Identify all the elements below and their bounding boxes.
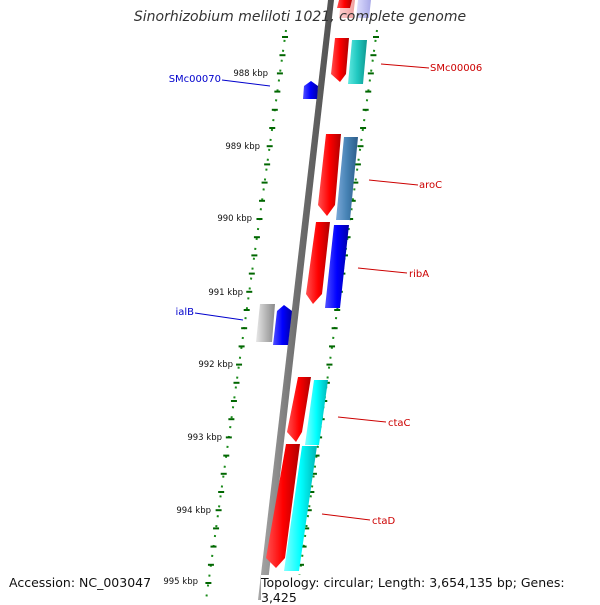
gene-feature-top-lavender[interactable] — [356, 0, 371, 18]
gene-label-ctac[interactable]: ctaC — [388, 418, 411, 429]
ruler-label-989: 989 kbp — [225, 142, 260, 152]
ruler-label-992: 992 kbp — [198, 360, 233, 370]
leader-ctac — [337, 416, 387, 423]
genome-backbone — [258, 0, 334, 600]
ruler-label-995: 995 kbp — [163, 577, 198, 587]
gene-feature-ctad-gene[interactable] — [284, 446, 317, 571]
gene-labels: SMc00006 aroC ribA ctaC ctaD SMc00070 ia… — [169, 63, 483, 527]
ruler-label-994: 994 kbp — [176, 506, 211, 516]
accession-text: Accession: NC_003047 — [9, 575, 152, 590]
gene-feature-smc00006-gene[interactable] — [348, 40, 367, 84]
leader-ialb — [194, 312, 244, 321]
gene-label-riba[interactable]: ribA — [409, 269, 429, 280]
gene-feature-ctad-cds[interactable] — [266, 444, 300, 568]
gene-feature-smc00070[interactable] — [303, 81, 318, 99]
genome-summary-text: Topology: circular; Length: 3,654,135 bp… — [261, 575, 600, 605]
gene-feature-ialb-gray[interactable] — [256, 304, 275, 342]
gene-label-smc00070[interactable]: SMc00070 — [169, 74, 221, 85]
gene-label-smc00006[interactable]: SMc00006 — [430, 63, 482, 74]
gene-feature-top-red[interactable] — [337, 0, 352, 8]
leader-ctad — [321, 513, 371, 521]
gene-feature-ctac-cds[interactable] — [287, 377, 311, 442]
gene-label-aroc[interactable]: aroC — [419, 180, 442, 191]
outer-guide-ring — [295, 29, 378, 601]
gene-feature-aroc-cds[interactable] — [318, 134, 341, 216]
gene-feature-riba-gene[interactable] — [325, 225, 349, 308]
ruler-label-991: 991 kbp — [208, 288, 243, 298]
ruler-label-993: 993 kbp — [187, 433, 222, 443]
leader-smc00070 — [221, 79, 271, 87]
label-leader-lines — [194, 63, 430, 521]
forward-strand-genes — [261, 0, 371, 600]
gene-feature-smc00006-cds[interactable] — [331, 38, 349, 82]
ruler-label-988: 988 kbp — [233, 69, 268, 79]
ruler-label-990: 990 kbp — [217, 214, 252, 224]
ruler: 988 kbp 989 kbp 990 kbp 991 kbp 992 kbp … — [163, 69, 268, 587]
gene-label-ialb[interactable]: ialB — [175, 307, 194, 318]
gene-feature-riba-cds[interactable] — [306, 222, 330, 304]
leader-aroc — [368, 179, 419, 186]
leader-riba — [357, 267, 408, 274]
gene-feature-ialb[interactable] — [273, 305, 292, 345]
gene-feature-ctac-gene[interactable] — [305, 380, 328, 445]
gene-label-ctad[interactable]: ctaD — [372, 516, 396, 527]
leader-smc00006 — [380, 63, 430, 69]
reverse-strand-genes — [256, 81, 318, 345]
map-title: Sinorhizobium meliloti 1021, complete ge… — [133, 9, 467, 25]
gene-feature-aroc-gene[interactable] — [336, 137, 358, 220]
